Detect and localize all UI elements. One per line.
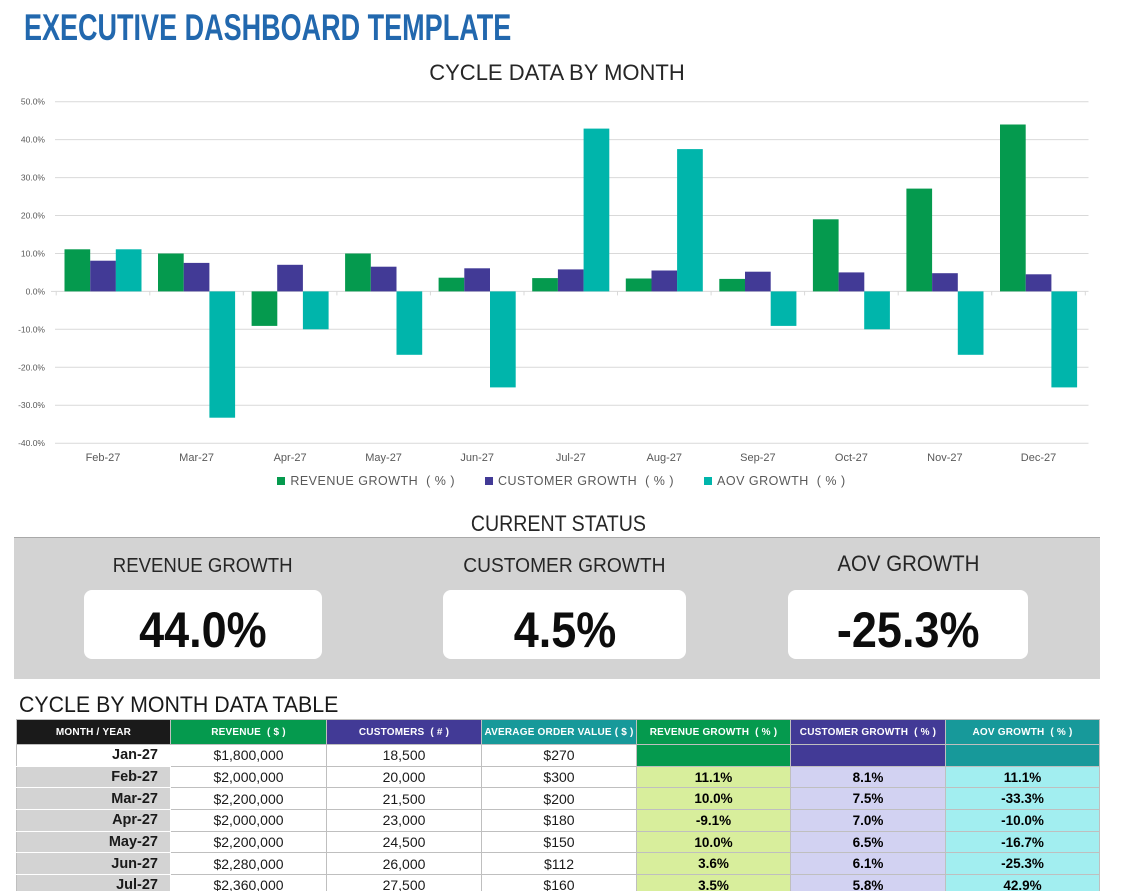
svg-text:50.0%: 50.0% bbox=[21, 97, 46, 107]
svg-text:Dec-27: Dec-27 bbox=[1021, 452, 1056, 464]
svg-text:Nov-27: Nov-27 bbox=[927, 452, 962, 464]
svg-text:Aug-27: Aug-27 bbox=[647, 452, 682, 464]
svg-text:40.0%: 40.0% bbox=[21, 135, 46, 145]
svg-text:-30.0%: -30.0% bbox=[18, 400, 45, 410]
svg-text:Oct-27: Oct-27 bbox=[835, 452, 868, 464]
svg-text:-40.0%: -40.0% bbox=[18, 438, 45, 448]
svg-text:Sep-27: Sep-27 bbox=[740, 452, 775, 464]
svg-text:May-27: May-27 bbox=[365, 452, 402, 464]
svg-text:Feb-27: Feb-27 bbox=[86, 452, 121, 464]
svg-text:0.0%: 0.0% bbox=[26, 286, 46, 296]
svg-text:Jul-27: Jul-27 bbox=[556, 452, 586, 464]
svg-text:-20.0%: -20.0% bbox=[18, 362, 45, 372]
svg-text:Mar-27: Mar-27 bbox=[179, 452, 214, 464]
svg-text:Jun-27: Jun-27 bbox=[460, 452, 494, 464]
svg-text:10.0%: 10.0% bbox=[21, 249, 46, 259]
svg-text:Apr-27: Apr-27 bbox=[274, 452, 307, 464]
svg-text:-10.0%: -10.0% bbox=[18, 324, 45, 334]
svg-text:20.0%: 20.0% bbox=[21, 211, 46, 221]
svg-text:30.0%: 30.0% bbox=[21, 173, 46, 183]
